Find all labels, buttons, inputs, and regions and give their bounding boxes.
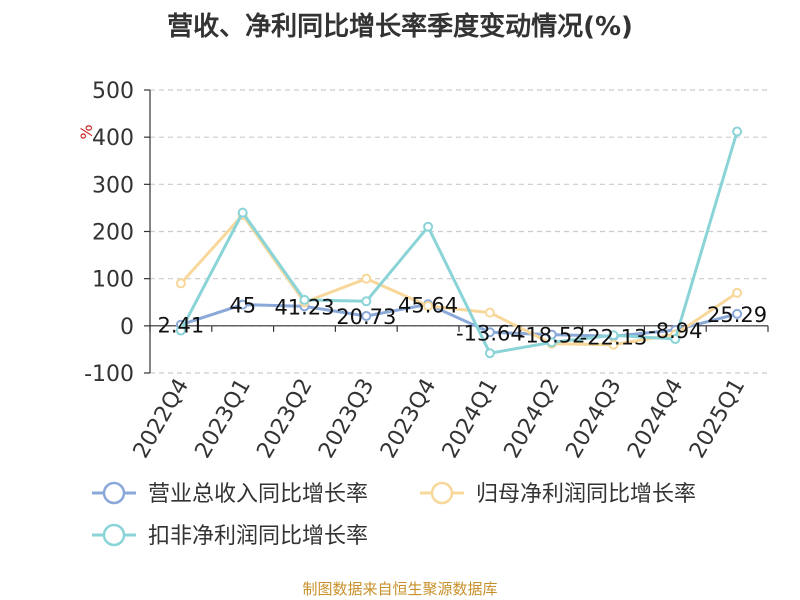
legend-item[interactable]: 归母净利润同比增长率 bbox=[420, 481, 696, 507]
legend-label: 营业总收入同比增长率 bbox=[148, 482, 368, 507]
data-point bbox=[361, 311, 372, 322]
data-label: 2.41 bbox=[158, 314, 205, 338]
legend-item[interactable]: 扣非净利润同比增长率 bbox=[92, 523, 368, 549]
data-point bbox=[361, 273, 372, 284]
data-label: 41.23 bbox=[274, 295, 334, 319]
data-point bbox=[299, 294, 310, 305]
data-point bbox=[732, 126, 743, 137]
x-tick-label: 2025Q1 bbox=[685, 375, 750, 463]
data-point bbox=[546, 337, 557, 348]
data-point bbox=[237, 299, 248, 310]
data-point bbox=[732, 287, 743, 298]
x-tick-label: 2024Q4 bbox=[623, 375, 688, 463]
x-tick-label: 2023Q2 bbox=[252, 375, 317, 463]
data-point bbox=[423, 301, 434, 312]
data-point bbox=[423, 221, 434, 232]
x-tick-label: 2023Q4 bbox=[376, 375, 441, 463]
legend-item[interactable]: 营业总收入同比增长率 bbox=[92, 481, 368, 507]
y-tick-label: -100 bbox=[84, 362, 134, 387]
series-line bbox=[180, 302, 738, 338]
data-label: -8.94 bbox=[648, 319, 702, 343]
x-tick-label: 2022Q4 bbox=[129, 375, 194, 463]
data-point bbox=[484, 327, 495, 338]
legend-marker-icon bbox=[102, 523, 126, 547]
y-tick-label: 300 bbox=[92, 173, 134, 198]
data-label: 45 bbox=[229, 294, 256, 318]
data-point bbox=[670, 334, 681, 345]
data-label: 20.73 bbox=[336, 305, 396, 329]
data-point bbox=[361, 296, 372, 307]
y-tick-label: 500 bbox=[92, 79, 134, 104]
data-label: 25.29 bbox=[707, 303, 767, 327]
legend-marker-icon bbox=[430, 481, 454, 505]
data-point bbox=[732, 308, 743, 319]
data-point bbox=[608, 330, 619, 341]
data-point bbox=[175, 325, 186, 336]
x-tick-label: 2024Q3 bbox=[561, 375, 626, 463]
data-point bbox=[484, 307, 495, 318]
chart-title: 营收、净利同比增长率季度变动情况(%) bbox=[167, 12, 633, 42]
legend-label: 归母净利润同比增长率 bbox=[476, 482, 696, 507]
data-label: -13.64 bbox=[456, 321, 524, 345]
data-point bbox=[237, 207, 248, 218]
x-tick-label: 2023Q3 bbox=[314, 375, 379, 463]
data-point bbox=[484, 348, 495, 359]
data-labels: 2.41 45 41.23 20.73 45.64 -13.64-18.52-22.13-… bbox=[158, 293, 768, 349]
x-tick-label: 2024Q1 bbox=[438, 375, 503, 463]
data-point bbox=[608, 339, 619, 350]
data-point bbox=[175, 278, 186, 289]
source-note: 制图数据来自恒生聚源数据库 bbox=[302, 580, 498, 598]
data-label: -22.13 bbox=[580, 325, 648, 349]
series-lines bbox=[175, 126, 743, 359]
x-tick-label: 2023Q1 bbox=[191, 375, 256, 463]
y-tick-label: 0 bbox=[120, 315, 134, 340]
axes: -1000100200300400500%2022Q42023Q12023Q22… bbox=[77, 79, 769, 463]
series-line bbox=[179, 131, 739, 355]
data-label: -18.52 bbox=[518, 324, 586, 348]
y-axis-label: % bbox=[77, 124, 96, 139]
legend-marker-icon bbox=[102, 481, 126, 505]
x-tick-label: 2024Q2 bbox=[500, 375, 565, 463]
legend-label: 扣非净利润同比增长率 bbox=[148, 524, 368, 549]
y-tick-label: 200 bbox=[92, 221, 134, 246]
data-label: 45.64 bbox=[398, 293, 458, 317]
y-tick-label: 100 bbox=[92, 268, 134, 293]
y-tick-label: 400 bbox=[92, 126, 134, 151]
